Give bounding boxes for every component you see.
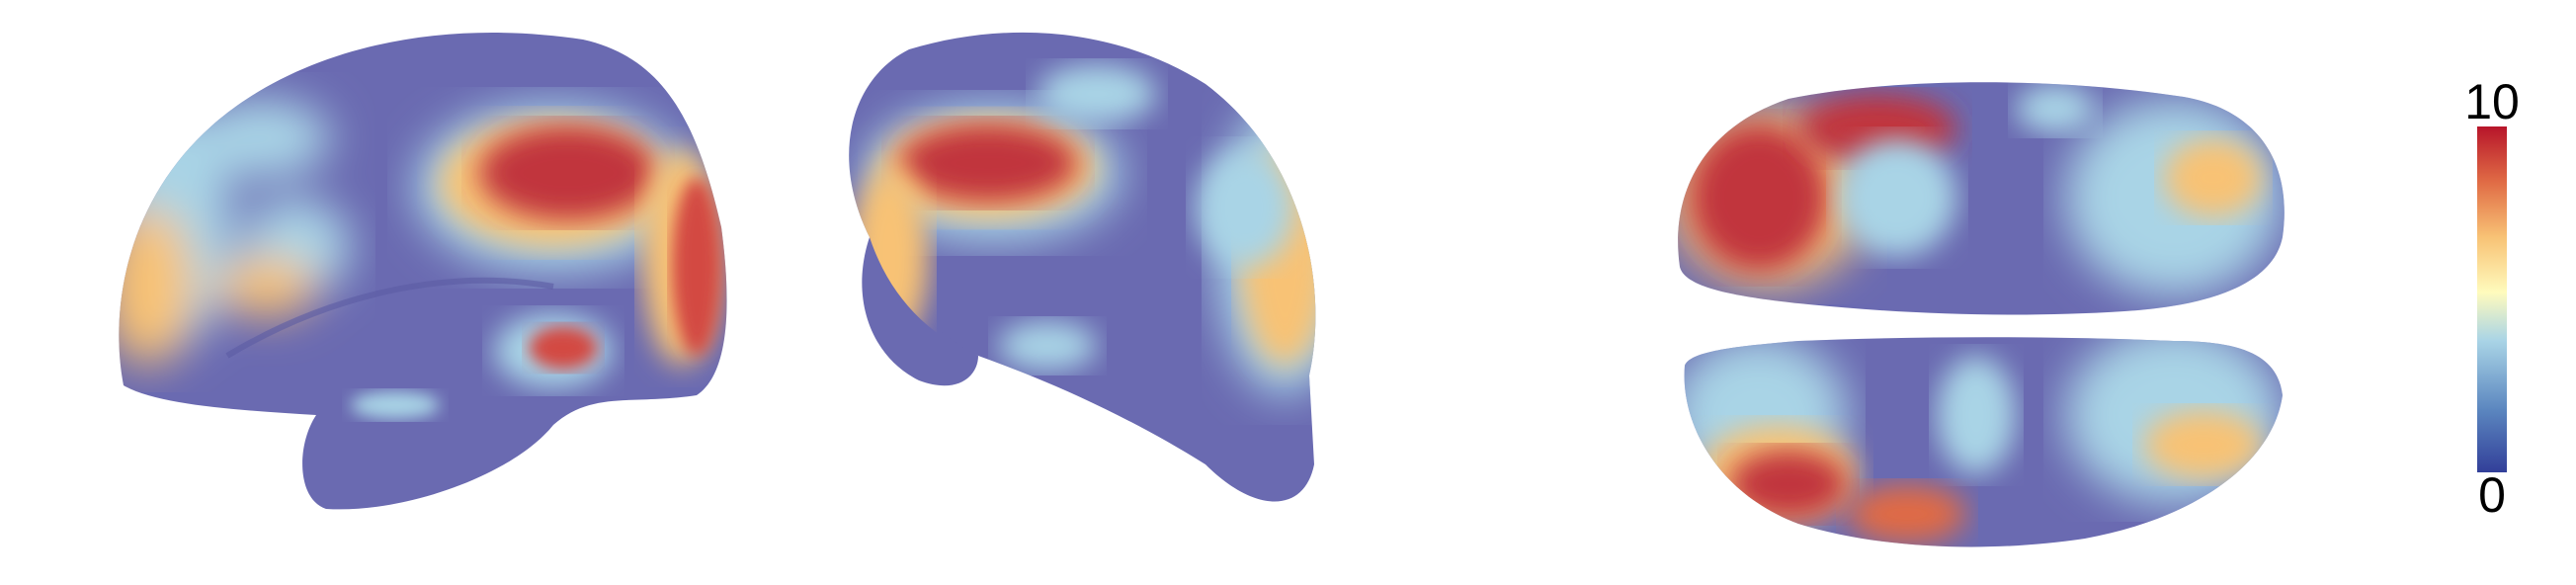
brain-view-medial [849,32,1316,502]
ventral-frontal-activation [1729,450,1848,519]
colorbar-min-label: 0 [2478,467,2506,523]
medial-precuneus-activation [850,104,1122,346]
brain-view-ventral [1684,337,2283,547]
dorsal-frontal-activation [1690,124,1828,272]
lateral-temporal-activation [351,313,613,419]
medial-prefrontal-activation [1038,64,1316,395]
colorbar-max-label: 10 [2464,74,2520,129]
brain-view-dorsal [1678,82,2285,315]
lateral-parietal-activation [415,104,721,366]
colorbar-gradient [2477,126,2507,472]
brain-view-lateral [119,33,727,510]
colorbar: 10 0 [2464,74,2520,523]
medial-occipital-lobe [862,237,978,386]
medial-temporal-activation [998,321,1097,371]
